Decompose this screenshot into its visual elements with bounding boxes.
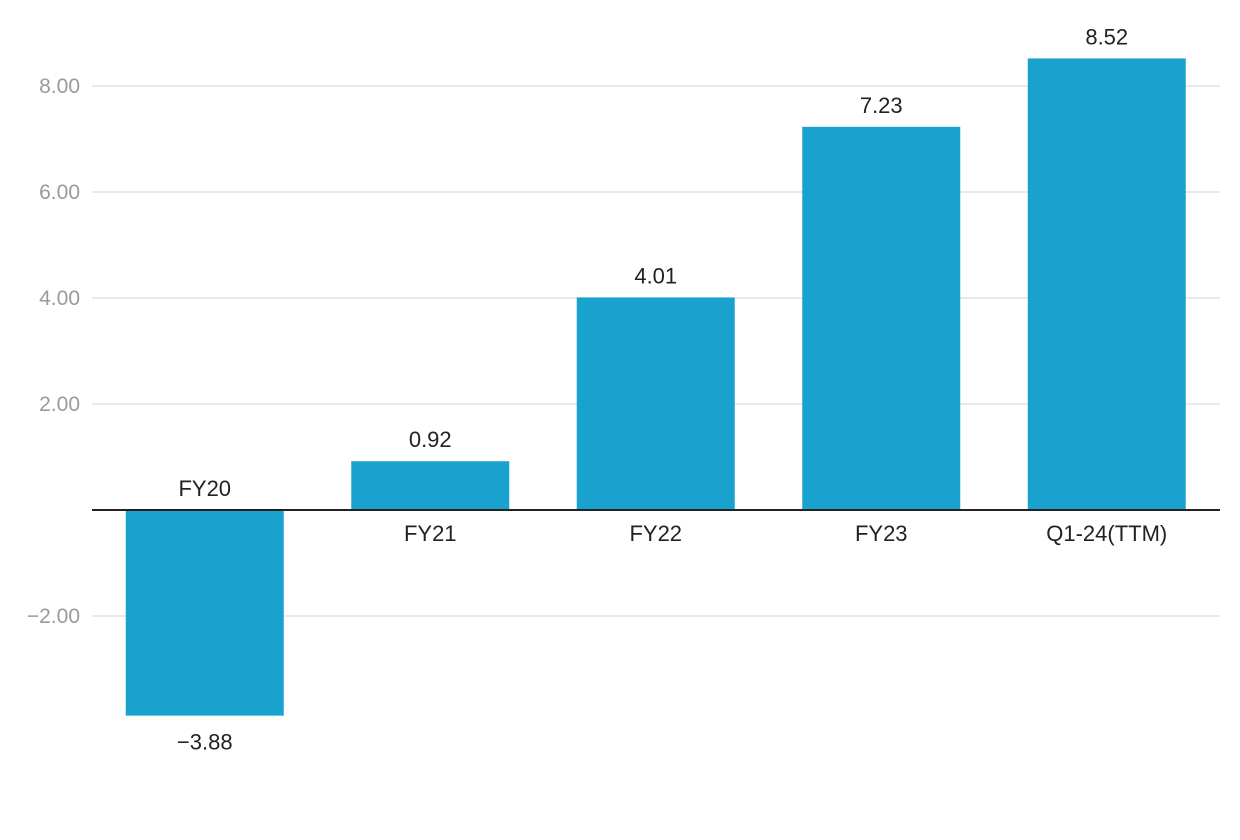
x-axis-ticks: FY20 FY21 FY22 FY23 Q1-24(TTM) bbox=[178, 476, 1167, 546]
y-tick-label: −2.00 bbox=[27, 605, 80, 628]
value-label: 0.92 bbox=[409, 427, 452, 452]
y-tick-label: 4.00 bbox=[39, 287, 80, 310]
category-label: FY20 bbox=[178, 476, 231, 501]
value-label: 7.23 bbox=[860, 93, 903, 118]
category-label: FY21 bbox=[404, 521, 457, 546]
bar-q1-24-ttm bbox=[1027, 58, 1186, 510]
value-label: 4.01 bbox=[634, 263, 677, 288]
bars bbox=[125, 58, 1186, 716]
value-label: −3.88 bbox=[177, 730, 233, 755]
category-label: FY23 bbox=[855, 521, 908, 546]
y-tick-label: 2.00 bbox=[39, 393, 80, 416]
bar-fy20 bbox=[125, 510, 284, 716]
y-tick-label: 6.00 bbox=[39, 181, 80, 204]
y-tick-label: 8.00 bbox=[39, 75, 80, 98]
y-axis-ticks: 8.00 6.00 4.00 2.00 −2.00 bbox=[27, 75, 80, 628]
bar-fy22 bbox=[576, 297, 735, 510]
category-label: FY22 bbox=[629, 521, 682, 546]
bar-fy21 bbox=[351, 461, 510, 510]
value-label: 8.52 bbox=[1085, 24, 1128, 49]
data-labels: −3.88 0.92 4.01 7.23 8.52 bbox=[177, 24, 1128, 754]
category-label: Q1-24(TTM) bbox=[1046, 521, 1167, 546]
bar-fy23 bbox=[802, 126, 961, 510]
